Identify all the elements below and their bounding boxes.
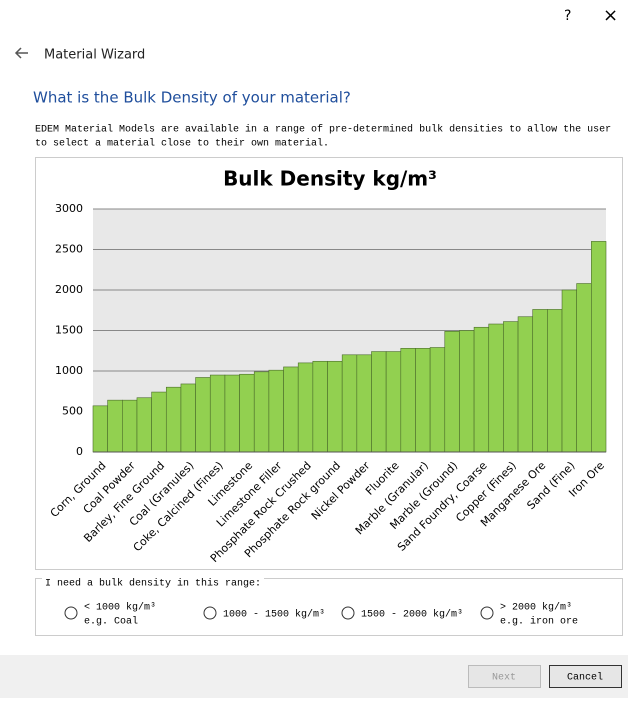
- bar: [503, 321, 519, 453]
- bar: [165, 386, 182, 453]
- bar: [195, 377, 211, 453]
- bar: [92, 405, 108, 453]
- bar: [444, 331, 460, 453]
- bar: [371, 351, 387, 453]
- y-tick-label: 1500: [55, 324, 83, 337]
- bar: [268, 369, 284, 453]
- description-line: to select a material close to their own …: [35, 138, 329, 150]
- bar: [473, 326, 490, 453]
- group-label-bg: [42, 575, 264, 585]
- option-label[interactable]: 1500 - 2000 kg/m³: [361, 609, 463, 621]
- bar: [561, 289, 577, 453]
- radio[interactable]: [341, 606, 355, 620]
- bar: [297, 362, 314, 453]
- bar: [253, 371, 270, 453]
- radio[interactable]: [64, 606, 78, 620]
- group-label: I need a bulk density in this range:: [45, 578, 261, 590]
- bar: [532, 309, 548, 453]
- bar: [209, 374, 226, 453]
- y-tick-label: 3000: [55, 202, 83, 215]
- y-tick-label: 0: [76, 445, 83, 458]
- bar: [283, 366, 299, 453]
- bar: [239, 373, 255, 453]
- bar: [107, 399, 123, 453]
- y-tick-label: 2500: [55, 243, 83, 256]
- radio[interactable]: [480, 606, 494, 620]
- bar: [224, 374, 240, 453]
- bar: [488, 323, 504, 453]
- bar: [180, 383, 196, 453]
- back-arrow[interactable]: [14, 47, 28, 59]
- bar: [400, 348, 416, 453]
- option-example: e.g. iron ore: [500, 616, 578, 628]
- option-label[interactable]: < 1000 kg/m³: [84, 602, 156, 614]
- bar: [151, 391, 167, 453]
- option-label[interactable]: 1000 - 1500 kg/m³: [223, 609, 325, 621]
- bar: [122, 399, 138, 453]
- y-tick-label: 500: [62, 405, 83, 418]
- bar: [356, 354, 372, 453]
- next-button[interactable]: [468, 665, 541, 688]
- bar: [136, 397, 152, 453]
- bar: [327, 360, 343, 453]
- next-label: Next: [492, 673, 516, 684]
- bar: [517, 316, 534, 453]
- cancel-button[interactable]: [549, 665, 622, 688]
- range-group: [35, 578, 623, 636]
- bar: [312, 360, 328, 453]
- cancel-label: Cancel: [567, 672, 603, 684]
- close-button[interactable]: ×: [603, 5, 618, 26]
- bar: [341, 354, 358, 453]
- option-example: e.g. Coal: [84, 616, 138, 628]
- bar: [591, 241, 607, 453]
- question: What is the Bulk Density of your materia…: [33, 89, 351, 107]
- bar: [459, 330, 475, 453]
- bar: [415, 348, 431, 453]
- bar: [576, 283, 592, 453]
- option-label[interactable]: > 2000 kg/m³: [500, 602, 572, 614]
- help-button[interactable]: ?: [564, 8, 571, 24]
- bar: [547, 309, 563, 453]
- radio[interactable]: [203, 606, 217, 620]
- bar: [429, 347, 446, 453]
- bar: [385, 351, 402, 453]
- wizard-title: Material Wizard: [44, 48, 145, 63]
- y-tick-label: 2000: [55, 283, 83, 296]
- y-tick-label: 1000: [55, 364, 83, 377]
- description-line: EDEM Material Models are available in a …: [35, 124, 611, 136]
- chart-title: Bulk Density kg/m³: [223, 167, 437, 191]
